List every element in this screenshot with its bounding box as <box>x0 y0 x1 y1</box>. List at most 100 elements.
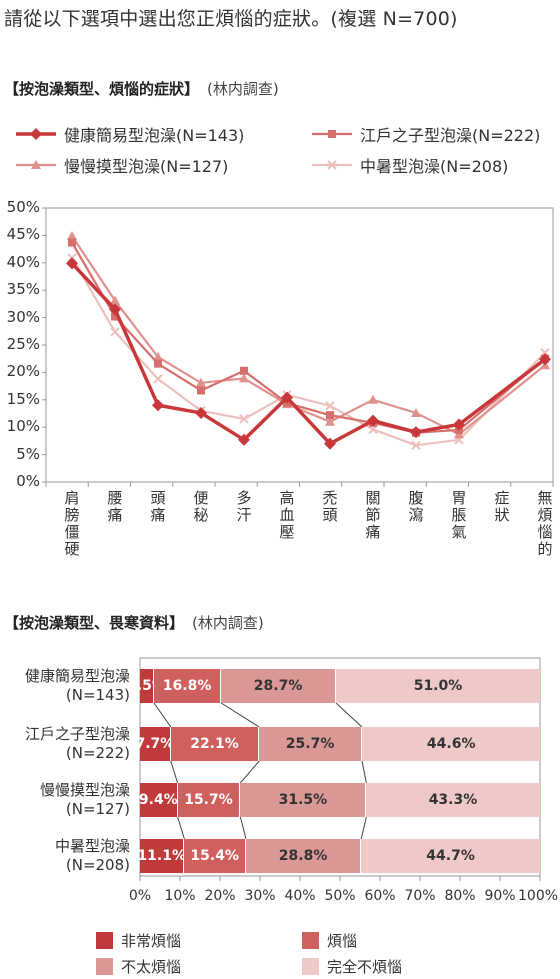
bar-legend-label: 不太煩惱 <box>121 958 182 976</box>
x-category-label: 腹瀉 <box>408 489 424 524</box>
bar-legend-label: 完全不煩惱 <box>327 958 403 976</box>
bar-x-tick-label: 10% <box>164 888 196 904</box>
bar-category-n: (N=143) <box>65 686 130 704</box>
y-tick-label: 35% <box>6 280 40 299</box>
bar-category-n: (N=222) <box>65 744 130 762</box>
bar-value-label: 25.7% <box>285 736 335 752</box>
bar-segment: 28.7% <box>221 669 336 703</box>
legend-swatch <box>16 160 56 169</box>
bar-x-tick-label: 20% <box>204 888 236 904</box>
line-chart-title-text: 【按泡澡類型、煩惱的症狀】 <box>4 80 200 98</box>
legend-swatch <box>16 128 56 140</box>
bar-value-label: 15.7% <box>184 792 233 808</box>
data-point-0-11 <box>539 353 551 366</box>
data-point-0-2 <box>152 399 164 412</box>
data-point-0-6 <box>324 437 336 450</box>
bar-connector-line <box>153 702 172 728</box>
bar-value-label: 51.0% <box>413 678 463 694</box>
bar-x-tick-label: 90% <box>484 888 516 904</box>
x-category-label: 肩膀僵硬 <box>64 489 80 558</box>
data-point-2-1 <box>110 295 120 305</box>
legend-marker <box>31 160 41 169</box>
x-category-label: 禿頭 <box>322 489 338 524</box>
data-point-3-4 <box>239 414 249 424</box>
data-point-0-1 <box>109 303 121 316</box>
y-tick-label: 5% <box>16 444 40 463</box>
bar-category-name: 慢慢摸型泡澡 <box>39 781 130 799</box>
legend-label: 江戶之子型泡澡(N=222) <box>360 126 541 145</box>
data-point-1-2 <box>154 359 162 368</box>
bar-value-label: 7.7% <box>135 736 175 752</box>
data-point-1-3 <box>197 386 205 395</box>
bar-segment: 51.0% <box>336 669 540 703</box>
bar-category-label: 中暑型泡澡 (N=208) <box>55 837 130 875</box>
bar-value-label: 22.1% <box>190 736 239 752</box>
data-point-2-4 <box>239 373 249 383</box>
bar-segment: 43.3% <box>366 783 540 817</box>
bar-connector-line <box>177 816 185 840</box>
x-category-label: 關節痛 <box>365 489 381 541</box>
data-point-0-7 <box>367 414 379 427</box>
data-point-2-8 <box>411 407 421 417</box>
bar-legend-swatch <box>302 958 319 975</box>
bar-legend-swatch <box>302 932 319 949</box>
data-point-0-3 <box>195 406 207 419</box>
bar-x-tick-label: 80% <box>444 888 476 904</box>
bar-legend-swatch <box>96 932 113 949</box>
y-tick-label: 30% <box>6 307 40 326</box>
data-point-2-0 <box>67 230 77 240</box>
bar-segment: 11.1% <box>137 839 186 873</box>
data-point-2-2 <box>153 352 163 362</box>
legend-item: 慢慢摸型泡澡(N=127) <box>14 153 228 177</box>
data-point-1-0 <box>68 238 76 247</box>
bar-legend-item: 煩惱 <box>302 930 357 951</box>
bar-x-tick-label: 50% <box>324 888 356 904</box>
y-tick-label: 45% <box>6 225 40 244</box>
bar-segment: 16.8% <box>154 669 222 703</box>
bar-value-label: 16.8% <box>162 678 212 694</box>
bar-chart-note: (林内調查) <box>192 614 264 632</box>
bar-segment: 15.7% <box>177 783 241 817</box>
y-tick-label: 20% <box>6 362 40 381</box>
bar-value-label: 31.5% <box>278 792 328 808</box>
bar-segment: 3.5% <box>127 669 166 703</box>
legend-marker <box>327 160 337 170</box>
bar-legend-item: 不太煩惱 <box>96 956 181 977</box>
bar-segment: 31.5% <box>240 783 367 817</box>
bar-x-tick-label: 30% <box>244 888 276 904</box>
x-category-label: 無煩惱的 <box>537 489 553 558</box>
bar-connector-line <box>360 816 367 840</box>
bar-segment: 9.4% <box>139 783 178 817</box>
bar-x-tick-label: 60% <box>364 888 396 904</box>
bar-legend-swatch <box>96 958 113 975</box>
x-category-label: 症狀 <box>494 489 510 524</box>
bar-category-name: 中暑型泡澡 <box>54 837 130 855</box>
data-point-3-1 <box>110 327 120 337</box>
y-tick-label: 0% <box>16 472 40 490</box>
bar-x-tick-label: 40% <box>284 888 316 904</box>
bar-connector-line <box>335 702 363 728</box>
x-category-label: 高血壓 <box>279 489 295 541</box>
data-point-1-6 <box>326 411 334 420</box>
bar-category-name: 江戶之子型泡澡 <box>24 725 130 743</box>
bar-value-label: 44.7% <box>426 848 475 864</box>
line-chart-plot <box>42 207 554 487</box>
legend-swatch <box>312 130 352 138</box>
data-point-0-5 <box>281 391 293 404</box>
data-point-1-4 <box>240 366 248 375</box>
y-tick-label: 10% <box>6 417 40 436</box>
data-point-0-0 <box>66 257 78 270</box>
data-point-0-9 <box>453 418 465 431</box>
bar-connector-line <box>240 760 260 784</box>
data-point-2-6 <box>325 416 335 426</box>
bar-value-label: 44.6% <box>426 736 476 752</box>
legend-swatch <box>312 160 352 170</box>
line-chart-note: (林内調查) <box>207 80 279 98</box>
bar-legend-label: 煩惱 <box>327 932 358 950</box>
legend-item: 江戶之子型泡澡(N=222) <box>310 122 540 146</box>
bar-segment: 7.7% <box>135 727 174 761</box>
bar-segment: 28.8% <box>246 839 362 873</box>
legend-label: 慢慢摸型泡澡(N=127) <box>64 157 229 176</box>
bar-connector-line <box>361 760 367 784</box>
